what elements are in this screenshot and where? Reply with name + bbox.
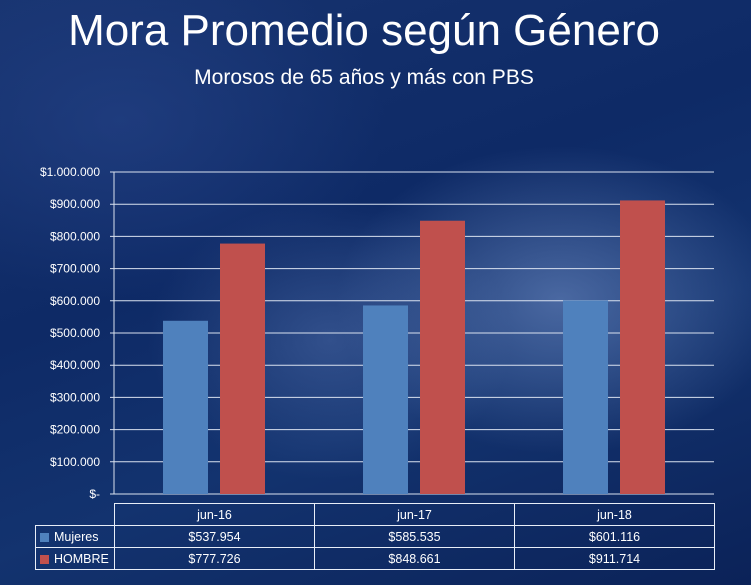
- y-tick-label: $200.000: [50, 423, 100, 437]
- y-tick-label: $1.000.000: [40, 165, 100, 179]
- y-tick-label: $300.000: [50, 390, 100, 404]
- y-tick-label: $500.000: [50, 326, 100, 340]
- y-tick-label: $100.000: [50, 455, 100, 469]
- legend-label-hombre: HOMBRE: [54, 551, 109, 566]
- data-table-corner: [35, 503, 115, 526]
- y-tick-label: $700.000: [50, 262, 100, 276]
- y-tick-label: $600.000: [50, 294, 100, 308]
- data-table-header-row: jun-16 jun-17 jun-18: [35, 503, 715, 526]
- y-tick-label: $400.000: [50, 358, 100, 372]
- y-tick-label: $-: [89, 487, 100, 501]
- bar-hombre-jun-17: [420, 220, 465, 495]
- chart-subtitle: Morosos de 65 años y más con PBS: [194, 66, 534, 89]
- category-header-jun-18: jun-18: [514, 503, 715, 526]
- bar-hombre-jun-16: [220, 243, 265, 494]
- y-tick-label: $900.000: [50, 197, 100, 211]
- value-mujeres-jun-16: $537.954: [114, 525, 315, 548]
- chart-title: Mora Promedio según Género: [68, 6, 660, 55]
- legend-key-mujeres: [40, 532, 49, 542]
- legend-mujeres: Mujeres: [35, 525, 115, 548]
- data-table-row-hombre: HOMBRE $777.726 $848.661 $911.714: [35, 547, 715, 570]
- category-header-jun-16: jun-16: [114, 503, 315, 526]
- bar-hombre-jun-18: [620, 200, 665, 494]
- data-table-row-mujeres: Mujeres $537.954 $585.535 $601.116: [35, 525, 715, 548]
- bar-mujeres-jun-17: [363, 305, 408, 494]
- data-table: jun-16 jun-17 jun-18 Mujeres $537.954 $5…: [35, 503, 715, 570]
- category-header-jun-17: jun-17: [314, 503, 515, 526]
- legend-key-hombre: [40, 554, 49, 564]
- value-hombre-jun-17: $848.661: [314, 547, 515, 570]
- value-mujeres-jun-17: $585.535: [314, 525, 515, 548]
- legend-label-mujeres: Mujeres: [54, 529, 99, 544]
- legend-hombre: HOMBRE: [35, 547, 115, 570]
- bar-mujeres-jun-16: [163, 320, 208, 494]
- value-hombre-jun-18: $911.714: [514, 547, 715, 570]
- value-mujeres-jun-18: $601.116: [514, 525, 715, 548]
- bar-mujeres-jun-18: [563, 300, 608, 494]
- y-tick-label: $800.000: [50, 229, 100, 243]
- value-hombre-jun-16: $777.726: [114, 547, 315, 570]
